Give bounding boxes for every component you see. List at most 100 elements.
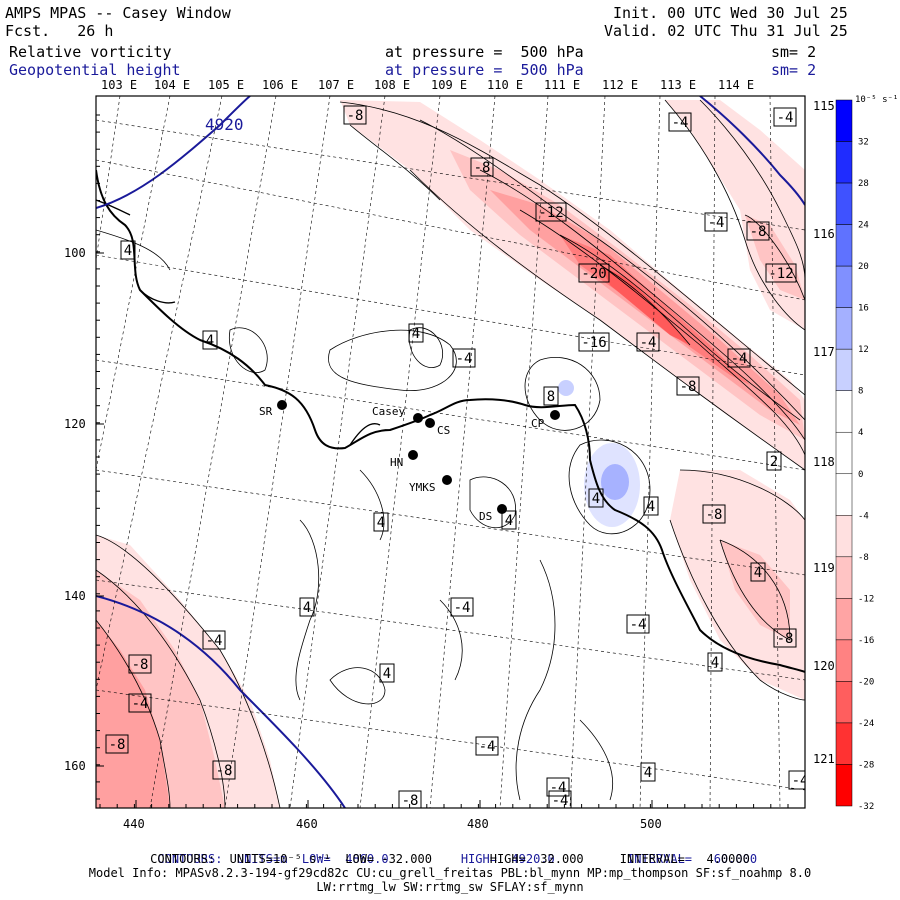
svg-text:-4: -4 <box>792 773 809 789</box>
lon-label: 107 E <box>318 78 354 92</box>
svg-text:-8: -8 <box>109 737 126 753</box>
coastline-2 <box>96 199 381 446</box>
vorticity-label: 4 <box>501 510 517 530</box>
station-sr-marker <box>277 400 287 410</box>
station-cs-marker <box>425 418 435 428</box>
svg-text:-8: -8 <box>680 379 697 395</box>
lon-label: 110 E <box>487 78 523 92</box>
svg-text:-8: -8 <box>706 507 723 523</box>
x-tick-label: 460 <box>296 817 318 831</box>
field2-smoothing: sm= 2 <box>771 61 817 79</box>
lon-label: 108 E <box>374 78 410 92</box>
model-info-2: LW:rrtmg_lw SW:rrtmg_sw SFLAY:sf_mynn <box>316 880 584 894</box>
vorticity-label: -4 <box>626 614 650 634</box>
x-tick-label: 500 <box>640 817 662 831</box>
colorbar-label: -20 <box>858 677 874 687</box>
field1-name: Relative vorticity <box>9 43 172 61</box>
colorbar-segment <box>835 348 853 391</box>
svg-text:4: 4 <box>383 666 391 682</box>
map-field: SR Casey CS HN YMKS CP DS 4920 -8 -8 -4 -4 -… <box>96 96 809 809</box>
vorticity-label: -16 <box>578 332 610 352</box>
svg-text:4: 4 <box>647 499 655 515</box>
vorticity-label: -8 <box>128 654 152 674</box>
colorbar-segment <box>835 681 853 724</box>
vorticity-label: -4 <box>548 790 572 809</box>
vorticity-label: -4 <box>727 348 751 368</box>
station-label: YMKS <box>409 481 436 494</box>
colorbar-label: -8 <box>858 553 869 563</box>
x-tick-label: 480 <box>467 817 489 831</box>
colorbar-label: 4 <box>858 428 863 438</box>
colorbar-segment <box>835 556 853 599</box>
svg-text:-4: -4 <box>206 633 223 649</box>
map-frame <box>95 95 806 809</box>
svg-text:-4: -4 <box>454 600 471 616</box>
station-labels: SR Casey CS HN YMKS CP DS <box>259 405 545 523</box>
colorbar-label: -16 <box>858 636 874 646</box>
vorticity-label: -4 <box>202 630 226 650</box>
lon-label: 114 E <box>718 78 754 92</box>
station-ymks-marker <box>442 475 452 485</box>
colorbar-label: 16 <box>858 304 869 314</box>
vorticity-label: -4 <box>475 736 499 756</box>
vorticity-label: -8 <box>343 105 367 125</box>
vorticity-label: 4 <box>588 488 604 508</box>
svg-text:-4: -4 <box>479 739 496 755</box>
colorbar-label: -4 <box>858 511 869 521</box>
forecast-hour: Fcst. 26 h <box>5 22 114 40</box>
y-tick-label: 120 <box>64 417 86 431</box>
vorticity-label: -12 <box>535 202 567 222</box>
height-contour-4920-nw <box>96 96 251 209</box>
axis-ticks <box>96 114 789 808</box>
vorticity-label: 4 <box>202 330 218 350</box>
vorticity-label: -4 <box>773 107 797 127</box>
vorticity-contour-info: CONTOURS: UNITS=10⁻⁵ s⁻¹ LOW= -32.000 HI… <box>150 852 750 866</box>
station-label: HN <box>390 456 403 469</box>
vorticity-label: -4 <box>452 348 476 368</box>
valid-time: Valid. 02 UTC Thu 31 Jul 25 <box>604 22 848 40</box>
svg-text:4: 4 <box>711 655 719 671</box>
colorbar-label: -28 <box>858 760 874 770</box>
station-label: SR <box>259 405 273 418</box>
svg-text:-8: -8 <box>474 160 491 176</box>
vorticity-shade-sw3 <box>96 620 170 808</box>
height-contour-4920-sw <box>96 595 346 808</box>
lon-label: 113 E <box>660 78 696 92</box>
lon-label: 109 E <box>431 78 467 92</box>
colorbar-label: -12 <box>858 594 874 604</box>
svg-text:4: 4 <box>206 333 214 349</box>
vorticity-label: -4 <box>128 693 152 713</box>
station-label: Casey <box>372 405 405 418</box>
lon-label: 104 E <box>154 78 190 92</box>
vorticity-label: -4 <box>450 597 474 617</box>
field2-level: at pressure = 500 hPa <box>385 61 584 79</box>
vorticity-label: 4 <box>299 597 315 617</box>
height-contour-label: 4920 <box>205 115 244 134</box>
svg-text:-4: -4 <box>672 115 689 131</box>
vorticity-shade-pos8 <box>601 464 629 500</box>
svg-text:-4: -4 <box>552 793 569 809</box>
svg-text:4: 4 <box>592 491 600 507</box>
vorticity-shade-pos-small <box>558 380 574 396</box>
lon-label: 106 E <box>262 78 298 92</box>
station-label: CS <box>437 424 450 437</box>
svg-text:4: 4 <box>377 515 385 531</box>
coastline <box>96 169 805 673</box>
vorticity-label: -8 <box>676 376 700 396</box>
svg-text:-4: -4 <box>630 617 647 633</box>
y-tick-label: 160 <box>64 759 86 773</box>
x-axis-labels: 440 460 480 500 <box>123 817 662 831</box>
height-contour-high: HIGH= 4920.0 <box>460 852 555 866</box>
longitude-labels-top: 103 E 104 E 105 E 106 E 107 E 108 E 109 … <box>101 78 754 92</box>
colorbar-segment <box>835 224 853 267</box>
colorbar-segment <box>835 515 853 558</box>
svg-text:-8: -8 <box>347 108 364 124</box>
vorticity-label: 4 <box>750 562 766 582</box>
vorticity-label: -20 <box>578 263 610 283</box>
colorbar-units: 10⁻⁵ s⁻¹ <box>855 95 898 105</box>
colorbar-label: -24 <box>858 719 874 729</box>
lon-label: 105 E <box>208 78 244 92</box>
vorticity-label: -8 <box>746 221 770 241</box>
vorticity-label: 8 <box>543 386 559 406</box>
colorbar-segment <box>835 722 853 765</box>
